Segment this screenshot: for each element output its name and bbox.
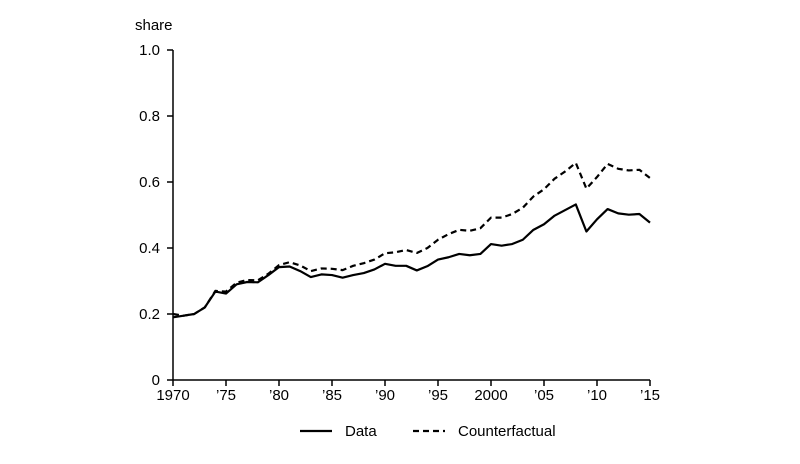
x-tick-label: ’85 bbox=[322, 387, 342, 404]
y-tick-label: 0.8 bbox=[139, 108, 160, 125]
x-tick-label: ’90 bbox=[375, 387, 395, 404]
x-tick-label: ’75 bbox=[216, 387, 236, 404]
y-tick-label: 0 bbox=[152, 372, 160, 389]
x-tick-label: ’95 bbox=[428, 387, 448, 404]
legend-label-data: Data bbox=[345, 423, 377, 440]
series-line-counterfactual bbox=[172, 161, 651, 317]
series-lines bbox=[172, 161, 651, 319]
y-axis-title: share bbox=[135, 17, 173, 34]
x-axis-ticks: 1970 ’75 ’80 ’85 ’90 ’95 2000 ’05 ’10 ’15 bbox=[156, 380, 660, 404]
y-tick-label: 0.2 bbox=[139, 306, 160, 323]
y-tick-label: 0.4 bbox=[139, 240, 160, 257]
x-tick-label: ’05 bbox=[534, 387, 554, 404]
x-tick-label: 1970 bbox=[156, 387, 189, 404]
y-axis-ticks: 0 0.2 0.4 0.6 0.8 1.0 bbox=[139, 42, 173, 389]
y-tick-label: 0.6 bbox=[139, 174, 160, 191]
series-line-data bbox=[172, 203, 651, 319]
legend-label-counterfactual: Counterfactual bbox=[458, 423, 556, 440]
y-tick-label: 1.0 bbox=[139, 42, 160, 59]
legend: Data Counterfactual bbox=[300, 423, 556, 440]
x-tick-label: 2000 bbox=[474, 387, 507, 404]
x-tick-label: ’15 bbox=[640, 387, 660, 404]
x-tick-label: ’10 bbox=[587, 387, 607, 404]
x-tick-label: ’80 bbox=[269, 387, 289, 404]
